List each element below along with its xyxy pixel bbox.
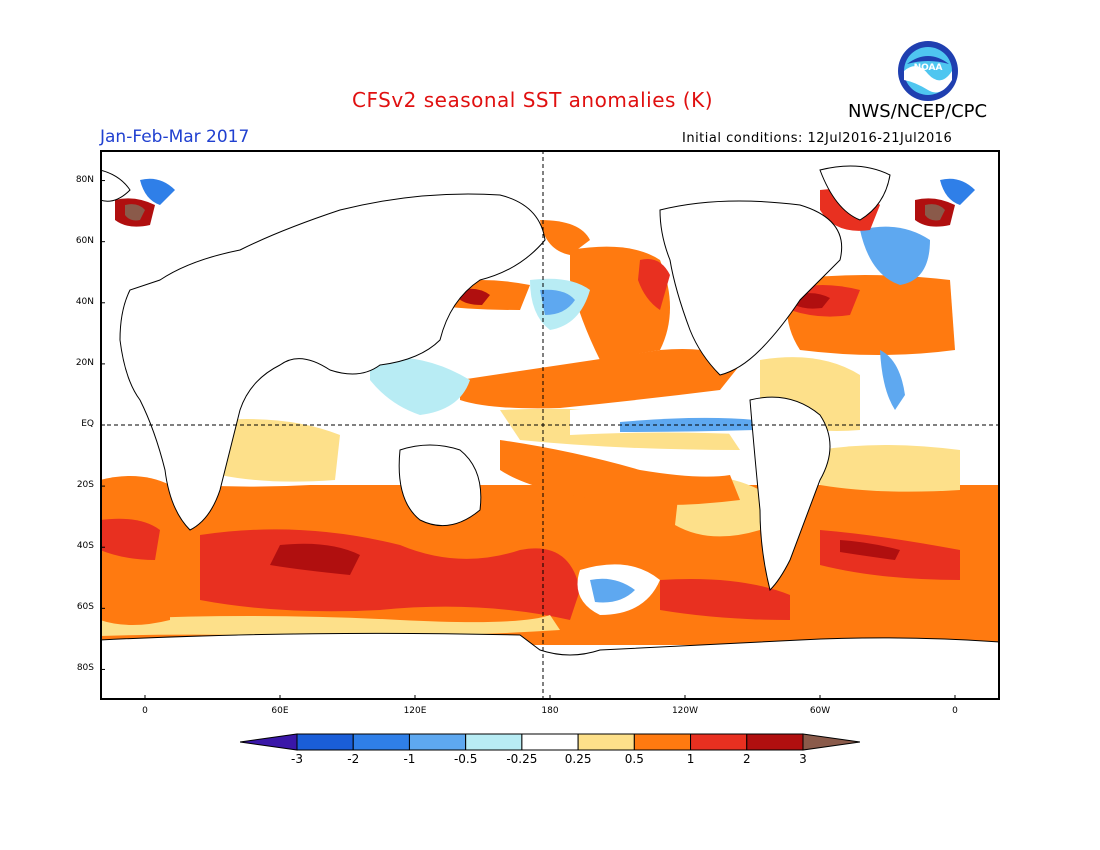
lon-label: 60E bbox=[271, 706, 289, 716]
lon-label: 120W bbox=[671, 706, 699, 716]
colorbar-label: 3 bbox=[799, 752, 807, 766]
colorbar-label: -0.5 bbox=[453, 752, 478, 766]
indonesian-maritime-mixed bbox=[370, 357, 470, 415]
initial-conditions-label: Initial conditions: 12Jul2016-21Jul2016 bbox=[682, 131, 953, 146]
continent-australia bbox=[398, 444, 482, 527]
colorbar-label: 1 bbox=[686, 752, 695, 766]
south-indian-warm-core bbox=[270, 543, 360, 575]
tropical-atlantic-cold-strip bbox=[880, 350, 905, 410]
arctic-brown-spot-left bbox=[125, 204, 145, 221]
lon-label: 180 bbox=[541, 706, 559, 716]
colorbar-swatch bbox=[296, 733, 354, 751]
arctic-cold-patch-left bbox=[140, 178, 175, 205]
north-atlantic-cold-patch bbox=[860, 226, 930, 285]
subtropical-south-pacific-warm bbox=[500, 440, 740, 505]
south-atlantic-yellow bbox=[820, 445, 960, 492]
arctic-brown-spot-right bbox=[925, 204, 945, 221]
colorbar-swatch bbox=[521, 733, 579, 751]
continent-greenland bbox=[819, 165, 891, 221]
continent-north-america bbox=[659, 200, 843, 376]
colorbar bbox=[240, 733, 860, 751]
lat-label: 60S bbox=[76, 602, 94, 613]
southern-ocean-pale-bands bbox=[100, 615, 560, 637]
colorbar-max-arrow bbox=[802, 733, 860, 751]
north-pacific-cold-core bbox=[540, 289, 575, 315]
north-pacific-warm-tongue bbox=[460, 349, 740, 409]
colorbar-label: -1 bbox=[403, 752, 416, 766]
lat-label: 40S bbox=[76, 541, 94, 552]
lat-label: 60N bbox=[75, 235, 94, 246]
equatorial-pacific-cold-tongue bbox=[620, 417, 755, 432]
continent-arctic-left bbox=[99, 169, 131, 202]
agency-label: NWS/NCEP/CPC bbox=[848, 101, 988, 122]
colorbar-swatch bbox=[746, 733, 804, 751]
lat-label: 80N bbox=[75, 174, 94, 185]
sst-anomaly-map bbox=[99, 150, 1001, 701]
continents bbox=[99, 165, 1001, 701]
lat-label: 80S bbox=[76, 663, 94, 674]
season-label: Jan-Feb-Mar 2017 bbox=[100, 127, 250, 147]
colorbar-label: 2 bbox=[742, 752, 751, 766]
noaa-logo-text: NOAA bbox=[914, 63, 943, 73]
colorbar-label: -2 bbox=[347, 752, 360, 766]
colorbar-swatch bbox=[633, 733, 692, 751]
lat-label: 20N bbox=[75, 357, 94, 368]
continent-south-america bbox=[749, 396, 831, 591]
south-pacific-warm-core bbox=[660, 579, 790, 620]
colorbar-label: 0.25 bbox=[564, 752, 592, 766]
noaa-logo: NOAA bbox=[898, 41, 958, 101]
colorbar-swatch bbox=[465, 733, 523, 751]
map-svg bbox=[99, 150, 1001, 701]
colorbar-min-arrow bbox=[240, 733, 298, 751]
northeast-pacific-warm-core bbox=[638, 259, 670, 310]
colorbar-swatch bbox=[352, 733, 410, 751]
lon-label: 120E bbox=[403, 706, 427, 716]
colorbar-label: -0.25 bbox=[506, 752, 538, 766]
colorbar-swatch bbox=[408, 733, 467, 751]
arctic-pacific-warm bbox=[540, 220, 590, 255]
lon-label: 60W bbox=[809, 706, 831, 716]
lat-label: EQ bbox=[81, 419, 94, 429]
lat-label: 20S bbox=[76, 480, 94, 491]
lon-label: 0 bbox=[142, 706, 148, 716]
colorbar-swatch bbox=[577, 733, 635, 751]
arctic-cold-patch-right bbox=[940, 178, 975, 205]
south-pacific-cold-patch bbox=[590, 578, 635, 603]
axis-ticks bbox=[100, 180, 956, 700]
colorbar-label: -3 bbox=[291, 752, 303, 766]
colorbar-label: 0.5 bbox=[624, 752, 644, 766]
lat-label: 40N bbox=[75, 296, 94, 307]
continent-africa-europe-asia bbox=[119, 193, 546, 531]
colorbar-swatch bbox=[690, 733, 748, 751]
south-atlantic-hot-spot bbox=[840, 540, 900, 560]
kuroshio-hot-spot bbox=[458, 288, 490, 305]
indian-ocean-yellow bbox=[220, 419, 340, 482]
south-atlantic-wrap-core bbox=[100, 518, 160, 560]
continent-antarctica bbox=[99, 632, 1001, 701]
lon-label: 0 bbox=[952, 706, 958, 716]
map-title: CFSv2 seasonal SST anomalies (K) bbox=[352, 88, 713, 112]
